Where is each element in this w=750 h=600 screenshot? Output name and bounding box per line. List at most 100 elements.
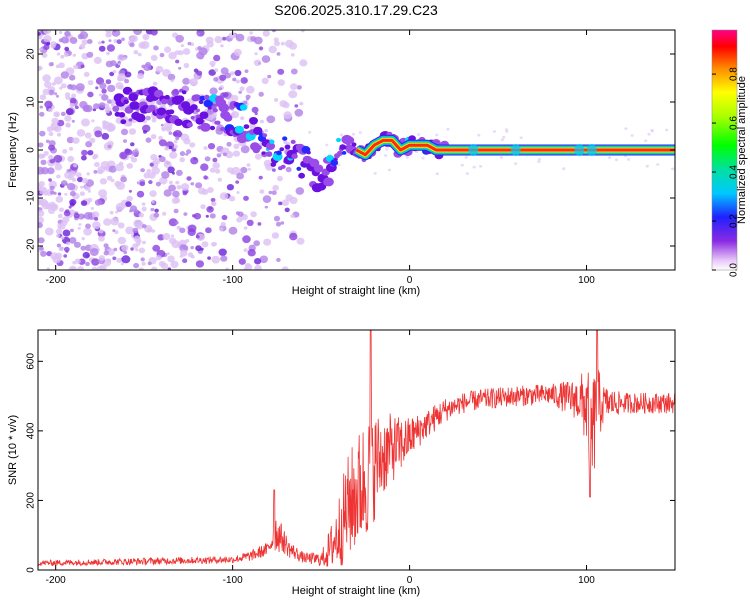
spectrogram-noise-blob <box>103 166 109 171</box>
spectrogram-noise-blob <box>64 115 72 122</box>
spectrogram-noise-blob <box>187 224 197 233</box>
spectrogram-ridge-blob <box>291 153 298 159</box>
spectrogram-noise-blob <box>492 130 496 133</box>
spectrogram-noise-blob <box>180 44 185 48</box>
spectrogram-noise-blob <box>145 115 151 121</box>
spectrogram-noise-blob <box>133 262 140 269</box>
snr-x-tick-label: -100 <box>223 575 243 586</box>
spectrogram-tonal-line <box>355 138 675 157</box>
spectrogram-noise-blob <box>290 83 298 90</box>
spectrogram-noise-blob <box>98 93 102 97</box>
spectrogram-noise-blob <box>151 166 161 175</box>
spectrogram-noise-blob <box>115 163 124 172</box>
spectrogram-ridge-blob <box>345 136 355 144</box>
spectrogram-noise-blob <box>671 167 675 171</box>
spectrogram-noise-blob <box>140 168 146 173</box>
spectrogram-noise-blob <box>185 239 190 243</box>
spectrogram-noise-blob <box>225 267 229 270</box>
spectrogram-noise-blob <box>278 201 283 206</box>
spectrogram-noise-blob <box>39 130 46 137</box>
spectrogram-noise-blob <box>58 30 63 35</box>
spectrogram-noise-blob <box>60 111 66 117</box>
spectrogram-noise-blob <box>73 241 81 248</box>
spectrogram-noise-blob <box>41 201 51 210</box>
colorbar-tick-label: 0.0 <box>729 263 740 277</box>
spectrogram-noise-blob <box>125 226 135 235</box>
spectrogram-noise-blob <box>149 162 154 167</box>
spectrogram-noise-blob <box>249 31 253 35</box>
spectrogram-noise-blob <box>160 123 164 127</box>
spectrogram-noise-blob <box>105 31 112 38</box>
spectrogram-noise-blob <box>205 214 209 218</box>
spectrogram-noise-blob <box>56 234 60 238</box>
spectrogram-noise-blob <box>93 103 100 110</box>
spectrogram-noise-blob <box>614 158 619 162</box>
spectrogram-noise-blob <box>190 246 194 250</box>
spectrogram-noise-blob <box>137 73 144 80</box>
spectrogram-noise-blob <box>81 118 90 127</box>
spectrogram-noise-blob <box>55 112 60 117</box>
spectrogram-noise-blob <box>384 154 388 157</box>
spectrogram-ridge-blob <box>209 125 216 131</box>
spectrogram-noise-blob <box>161 171 170 179</box>
spectrogram-noise-blob <box>48 89 55 96</box>
spectrogram-noise-blob <box>176 169 183 176</box>
spectrogram-noise-blob <box>98 255 106 261</box>
spectrogram-noise-blob <box>219 74 227 81</box>
colorbar-tick-label: 0.6 <box>729 116 740 130</box>
spectrogram-noise-blob <box>250 36 257 42</box>
spectrogram-noise-blob <box>81 237 85 241</box>
spectrogram-noise-blob <box>68 205 72 209</box>
spectrogram-noise-blob <box>219 227 224 232</box>
spectrogram-noise-blob <box>167 255 175 263</box>
spectrogram-noise-blob <box>78 223 82 226</box>
colorbar-gradient <box>711 29 738 271</box>
spectrogram-noise-blob <box>56 132 62 137</box>
spectrogram-noise-blob <box>203 175 208 180</box>
spectrogram-noise-blob <box>183 62 190 69</box>
spectrogram-noise-blob <box>132 227 139 233</box>
spectrogram-noise-blob <box>87 80 94 86</box>
spectrogram-noise-blob <box>94 161 100 168</box>
spectrogram-noise-blob <box>98 45 106 52</box>
spectrogram-noise-blob <box>142 33 150 41</box>
spectrogram-noise-blob <box>60 180 68 186</box>
spectrogram-noise-blob <box>48 178 52 182</box>
spectrogram-noise-blob <box>50 123 54 127</box>
spectrogram-noise-blob <box>168 145 173 149</box>
spectrogram-noise-blob <box>58 246 64 252</box>
spectrogram-noise-blob <box>238 258 246 265</box>
spectrogram-noise-blob <box>170 234 174 238</box>
spectrogram-noise-blob <box>133 30 142 36</box>
spectrogram-noise-blob <box>175 136 180 141</box>
spectrogram-noise-blob <box>39 111 45 117</box>
spectrogram-noise-blob <box>130 247 134 251</box>
spectrogram-noise-blob <box>43 151 49 156</box>
spectrogram-noise-blob <box>128 128 136 135</box>
spectrogram-noise-blob <box>193 212 202 220</box>
spectrogram-noise-blob <box>351 132 356 136</box>
spectrogram-noise-blob <box>65 122 71 128</box>
spectrogram-noise-blob <box>50 203 59 211</box>
spectrogram-noise-blob <box>251 106 259 113</box>
spectrogram-y-label: Frequency (Hz) <box>7 112 19 188</box>
spectrogram-noise-blob <box>247 167 251 171</box>
spectrogram-ridge-blob <box>306 150 311 155</box>
spectrogram-x-tick-label: -100 <box>223 275 243 286</box>
spectrogram-noise-blob <box>54 163 63 171</box>
spectrogram-noise-blob <box>65 250 69 253</box>
spectrogram-ridge-blob <box>195 117 204 125</box>
spectrogram-noise-blob <box>131 149 140 157</box>
spectrogram-noise-blob <box>53 154 63 163</box>
spectrogram-noise-blob <box>246 163 251 167</box>
spectrogram-noise-blob <box>115 202 125 211</box>
spectrogram-noise-blob <box>231 94 239 102</box>
spectrogram-noise-blob <box>242 235 251 244</box>
spectrogram-ridge-blob <box>181 90 187 95</box>
spectrogram-noise-blob <box>421 156 425 160</box>
spectrogram-noise-blob <box>77 226 81 230</box>
spectrogram-noise-blob <box>189 142 196 148</box>
spectrogram-noise-blob <box>180 183 190 191</box>
spectrogram-noise-blob <box>56 243 62 248</box>
spectrogram-noise-blob <box>147 261 152 266</box>
